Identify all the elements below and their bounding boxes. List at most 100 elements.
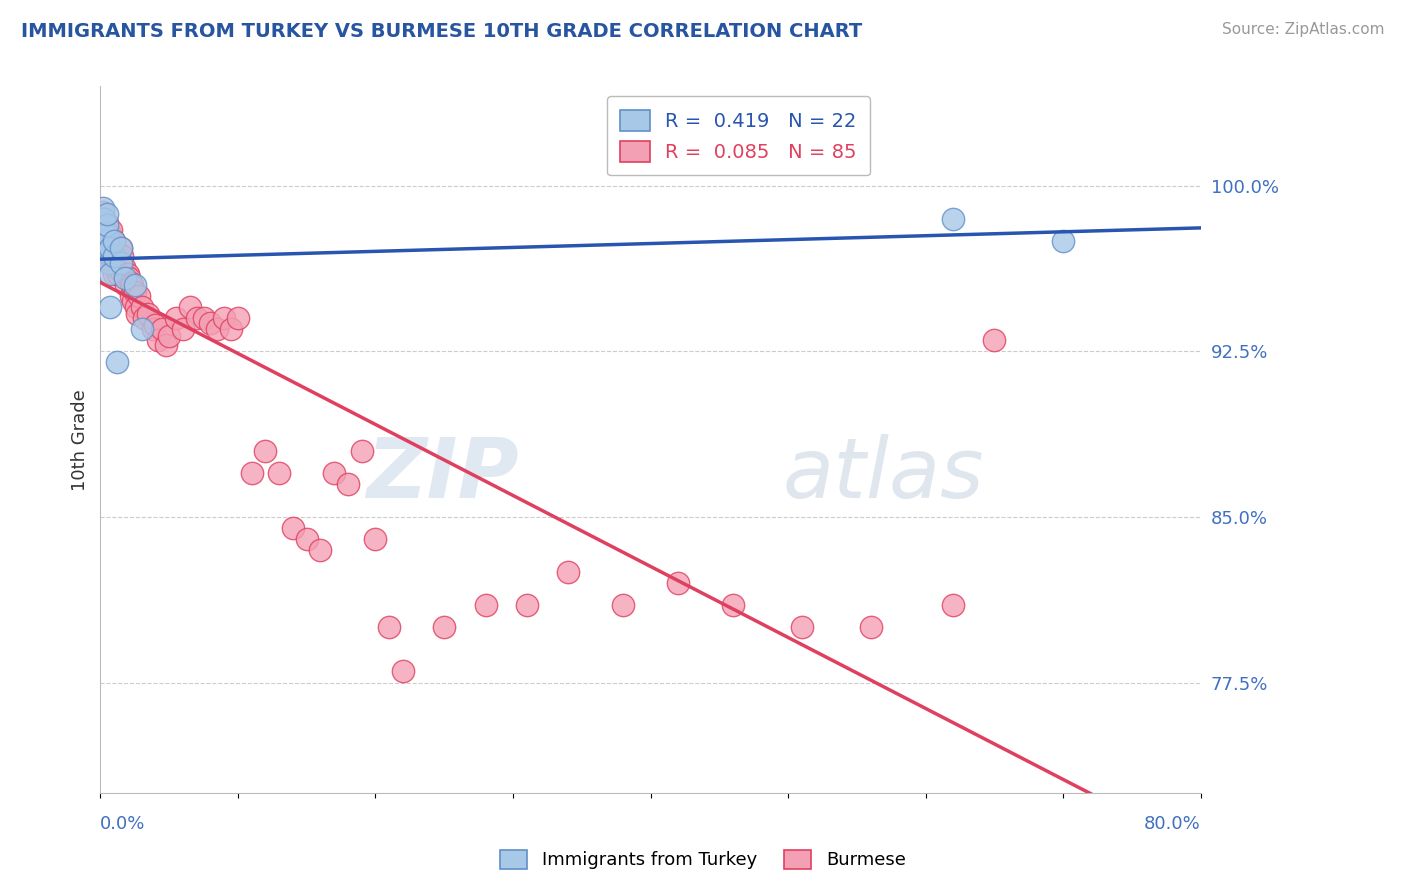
Legend: R =  0.419   N = 22, R =  0.085   N = 85: R = 0.419 N = 22, R = 0.085 N = 85: [607, 96, 870, 176]
Point: [125, 300, 148, 314]
Point: [103, 234, 125, 248]
Point: [94, 234, 117, 248]
Text: 80.0%: 80.0%: [1144, 815, 1201, 833]
Point: [105, 244, 128, 259]
Point: [186, 311, 208, 326]
Text: Source: ZipAtlas.com: Source: ZipAtlas.com: [1222, 22, 1385, 37]
Point: [859, 620, 882, 634]
Point: [336, 476, 359, 491]
Point: [127, 307, 149, 321]
Point: [104, 241, 127, 255]
Point: [110, 256, 132, 270]
Point: [114, 271, 136, 285]
Point: [111, 249, 134, 263]
Point: [115, 278, 138, 293]
Point: [100, 234, 122, 248]
Point: [103, 249, 125, 263]
Point: [165, 311, 187, 326]
Point: [104, 256, 127, 270]
Point: [108, 262, 131, 277]
Point: [269, 466, 291, 480]
Point: [179, 300, 201, 314]
Point: [96, 244, 118, 259]
Point: [666, 576, 689, 591]
Point: [98, 227, 121, 242]
Point: [193, 311, 215, 326]
Point: [138, 307, 160, 321]
Point: [131, 300, 153, 314]
Point: [93, 223, 115, 237]
Legend: Immigrants from Turkey, Burmese: Immigrants from Turkey, Burmese: [491, 841, 915, 879]
Point: [122, 293, 145, 308]
Point: [172, 322, 194, 336]
Point: [96, 227, 118, 242]
Point: [121, 278, 143, 293]
Point: [103, 234, 125, 248]
Point: [1052, 234, 1074, 248]
Point: [134, 311, 156, 326]
Point: [128, 289, 150, 303]
Point: [107, 267, 129, 281]
Point: [155, 337, 177, 351]
Point: [146, 333, 169, 347]
Point: [98, 241, 121, 255]
Point: [114, 267, 136, 281]
Point: [942, 599, 965, 613]
Point: [200, 316, 222, 330]
Point: [96, 229, 118, 244]
Point: [226, 311, 249, 326]
Point: [145, 318, 167, 332]
Point: [721, 599, 744, 613]
Point: [103, 267, 125, 281]
Point: [101, 256, 124, 270]
Point: [98, 249, 121, 263]
Point: [107, 252, 129, 266]
Point: [97, 256, 120, 270]
Point: [131, 322, 153, 336]
Point: [142, 322, 165, 336]
Point: [942, 211, 965, 226]
Point: [112, 260, 135, 275]
Point: [124, 285, 146, 299]
Point: [98, 300, 121, 314]
Point: [96, 244, 118, 259]
Point: [93, 227, 115, 242]
Point: [350, 443, 373, 458]
Point: [110, 241, 132, 255]
Point: [212, 311, 235, 326]
Point: [110, 241, 132, 255]
Point: [91, 201, 114, 215]
Point: [94, 234, 117, 248]
Point: [110, 256, 132, 270]
Point: [557, 565, 579, 579]
Point: [120, 289, 142, 303]
Point: [364, 532, 387, 546]
Point: [157, 329, 180, 343]
Point: [433, 620, 456, 634]
Point: [309, 543, 332, 558]
Point: [295, 532, 318, 546]
Point: [98, 267, 121, 281]
Point: [97, 238, 120, 252]
Point: [93, 211, 115, 226]
Point: [93, 211, 115, 226]
Point: [94, 219, 117, 233]
Point: [117, 267, 139, 281]
Point: [790, 620, 813, 634]
Point: [96, 207, 118, 221]
Point: [97, 253, 120, 268]
Point: [207, 322, 229, 336]
Text: ZIP: ZIP: [366, 434, 519, 516]
Point: [983, 333, 1005, 347]
Point: [219, 322, 242, 336]
Point: [105, 260, 128, 275]
Point: [96, 216, 118, 230]
Point: [96, 219, 118, 233]
Point: [150, 322, 173, 336]
Point: [392, 665, 415, 679]
Point: [378, 620, 401, 634]
Point: [105, 355, 128, 369]
Point: [98, 241, 121, 255]
Text: 0.0%: 0.0%: [100, 815, 146, 833]
Point: [91, 205, 114, 219]
